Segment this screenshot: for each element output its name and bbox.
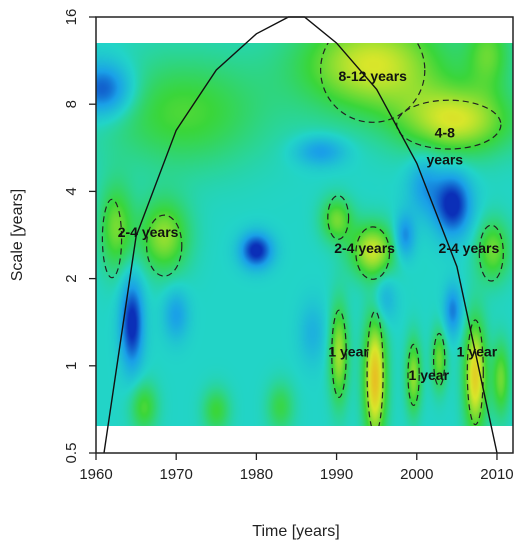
x-tick-label-1960: 1960 — [79, 466, 112, 483]
annotation-label-9: 1 year — [457, 344, 498, 360]
significance-contour-6 — [355, 226, 391, 280]
significance-contour-4 — [145, 214, 183, 277]
wavelet-power-heatmap — [96, 43, 513, 426]
significance-contour-8 — [331, 309, 347, 398]
significance-contour-11 — [433, 332, 446, 387]
annotation-label-6: 2-4 years — [439, 240, 500, 256]
y-tick-label-4: 8 — [63, 100, 80, 108]
x-axis: 1960 1970 1980 1990 2000 2010 — [79, 453, 514, 483]
significance-contour-10 — [407, 343, 420, 406]
x-tick-label-2010: 2010 — [480, 466, 513, 483]
annotation-label-4: 2-4 years — [118, 224, 179, 240]
annotation-layer: 8-12 years 4-8 years 2-4 years 2-4 years 2-4 … — [118, 68, 500, 383]
x-tick-label-1970: 1970 — [160, 466, 193, 483]
y-axis: 0.5 1 2 4 8 16 — [63, 9, 96, 464]
annotation-label-2: 4-8 — [435, 124, 455, 140]
plot-frame — [95, 16, 514, 454]
y-tick-label-5: 16 — [63, 9, 80, 26]
y-tick-label-3: 4 — [63, 187, 80, 195]
significance-contour-7 — [478, 224, 504, 282]
x-axis-title: Time [years] — [252, 523, 339, 540]
significance-contour-2 — [396, 99, 502, 150]
significance-contour-9 — [366, 310, 384, 426]
significance-contour-12 — [466, 319, 484, 426]
x-tick-label-1990: 1990 — [320, 466, 353, 483]
y-tick-label-0: 0.5 — [63, 443, 80, 464]
annotation-label-1: 8-12 years — [338, 68, 407, 84]
y-axis-title: Scale [years] — [9, 189, 26, 281]
y-tick-label-2: 2 — [63, 274, 80, 282]
annotation-label-8: 1 year — [409, 367, 450, 383]
significance-contour-5 — [327, 195, 350, 240]
annotation-label-3: years — [427, 152, 464, 168]
y-tick-label-1: 1 — [63, 362, 80, 370]
x-tick-label-2000: 2000 — [400, 466, 433, 483]
annotation-label-7: 1 year — [328, 344, 369, 360]
significance-contours — [101, 43, 504, 426]
significance-contour-1 — [320, 43, 426, 123]
significance-contour-3 — [101, 198, 123, 279]
x-tick-label-1980: 1980 — [240, 466, 273, 483]
annotation-label-5: 2-4 years — [334, 240, 395, 256]
